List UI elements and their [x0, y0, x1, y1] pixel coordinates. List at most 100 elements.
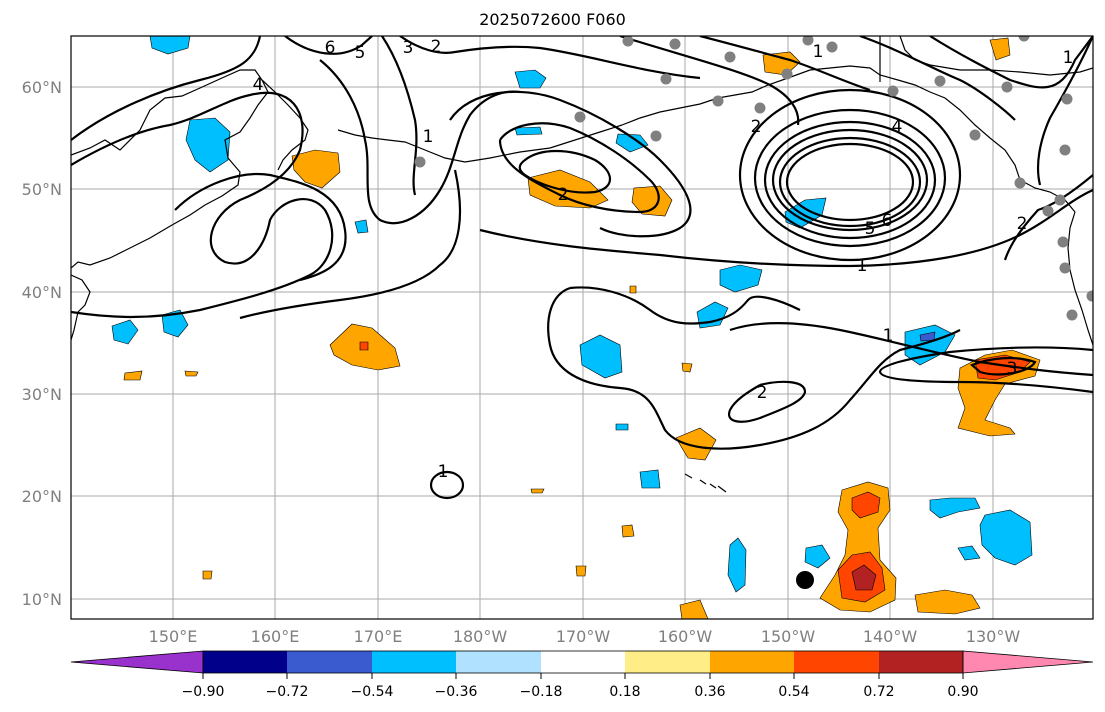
negative-anomaly-region	[514, 69, 547, 89]
positive-anomaly-region	[527, 169, 609, 209]
lon-label: 140°W	[863, 627, 918, 646]
colorbar-segment	[625, 651, 710, 673]
positive-anomaly-region	[914, 589, 981, 615]
station-marker	[724, 51, 736, 63]
colorbar-label: 0.90	[947, 684, 978, 700]
contour-line	[929, 36, 1093, 89]
colorbar: −0.90 −0.72 −0.54 −0.36 −0.18 0.18 0.36 …	[70, 650, 1094, 700]
colorbar-ticks	[202, 673, 964, 679]
gridlines	[71, 36, 1093, 619]
contour-label: 1	[857, 256, 868, 276]
station-markers	[414, 36, 1093, 321]
contour-line	[71, 91, 334, 319]
contour-line	[71, 36, 262, 141]
extreme-positive-anomaly	[851, 564, 877, 591]
contour-line	[969, 356, 1037, 376]
station-marker	[826, 41, 838, 53]
lat-label: 60°N	[22, 78, 62, 97]
station-marker	[712, 95, 724, 107]
contour-line	[699, 36, 871, 92]
positive-anomaly-region	[621, 524, 635, 538]
positive-anomaly-region	[762, 51, 801, 76]
station-marker	[622, 36, 634, 47]
station-marker	[1057, 236, 1069, 248]
hawaii-islands	[684, 473, 727, 493]
contour-label: 6	[325, 38, 336, 58]
colorbar-segment	[879, 651, 963, 673]
us-west-coast	[1067, 211, 1093, 346]
contour-line	[429, 470, 465, 500]
station-marker	[887, 85, 899, 97]
contour-label: 3	[1007, 359, 1018, 379]
highlight-marker	[796, 571, 814, 589]
contour-line	[729, 322, 1093, 377]
contour-labels: 6 5 3 2 4 1 2 1 2 4 5 6 1 1 2 3 1 2 1	[253, 37, 1074, 482]
negative-anomaly-region	[979, 509, 1033, 566]
colorbar-segment	[794, 651, 879, 673]
colorbar-label: 0.54	[778, 684, 809, 700]
negative-anomaly-region	[639, 469, 661, 489]
positive-anomaly-region	[530, 488, 545, 494]
station-marker	[969, 129, 981, 141]
positive-anomaly-region	[575, 565, 587, 577]
contour-label: 1	[813, 42, 824, 62]
colorbar-label: −0.36	[435, 684, 478, 700]
station-marker	[1086, 290, 1093, 302]
positive-anomaly-region	[681, 362, 693, 373]
positive-anomaly-region	[123, 370, 143, 381]
colorbar-label: 0.36	[694, 684, 725, 700]
contour-line	[449, 90, 692, 238]
negative-anomaly-region	[719, 264, 763, 293]
shaded-field	[111, 36, 1041, 619]
colorbar-segment	[456, 651, 541, 673]
lat-label: 50°N	[22, 180, 62, 199]
station-marker	[754, 102, 766, 114]
station-marker	[1014, 177, 1026, 189]
colorbar-extend-low	[70, 650, 204, 674]
contour-line	[1003, 174, 1093, 261]
contour-label: 2	[751, 117, 762, 137]
negative-anomaly-region	[929, 497, 981, 519]
contour-line	[619, 36, 800, 126]
colorbar-label: −0.18	[520, 684, 563, 700]
negative-anomaly-region	[149, 36, 191, 55]
contour-label: 5	[865, 219, 876, 239]
station-marker	[414, 156, 426, 168]
contour-label: 5	[355, 43, 366, 63]
contour-line	[785, 142, 915, 222]
japan-coast	[71, 274, 91, 341]
contour-label: 1	[1063, 48, 1074, 68]
lon-label: 160°E	[251, 627, 300, 646]
contour-label: 4	[892, 117, 903, 137]
aleutian-islands	[337, 124, 623, 163]
positive-anomaly-region	[679, 599, 709, 619]
station-marker	[1059, 144, 1071, 156]
lat-label: 40°N	[22, 283, 62, 302]
contour-line	[174, 173, 347, 282]
positive-anomaly-region	[202, 570, 213, 580]
contour-label: 6	[882, 211, 893, 231]
station-marker	[1018, 36, 1030, 42]
contour-line	[518, 150, 612, 194]
contour-line	[569, 286, 801, 325]
lat-labels: 60°N 50°N 40°N 30°N 20°N 10°N	[22, 78, 62, 609]
lat-label: 20°N	[22, 487, 62, 506]
lon-label: 160°W	[658, 627, 713, 646]
contour-label: 3	[403, 38, 414, 58]
negative-anomaly-region	[615, 133, 649, 153]
colorbar-segment	[287, 651, 372, 673]
lat-label: 10°N	[22, 590, 62, 609]
station-marker	[1066, 309, 1078, 321]
lon-label: 170°E	[354, 627, 403, 646]
negative-anomaly-region	[957, 545, 981, 561]
contour-line	[498, 122, 660, 214]
station-marker	[1059, 262, 1071, 274]
lon-labels: 150°E 160°E 170°E 180°W 170°W 160°W 150°…	[149, 627, 1021, 646]
negative-anomaly-region	[579, 334, 623, 379]
contour-line	[547, 286, 961, 450]
contour-line	[319, 59, 521, 225]
colorbar-label: −0.90	[182, 684, 225, 700]
positive-anomaly-region	[629, 285, 637, 294]
contour-label: 1	[423, 127, 434, 147]
contour-line	[727, 380, 807, 423]
